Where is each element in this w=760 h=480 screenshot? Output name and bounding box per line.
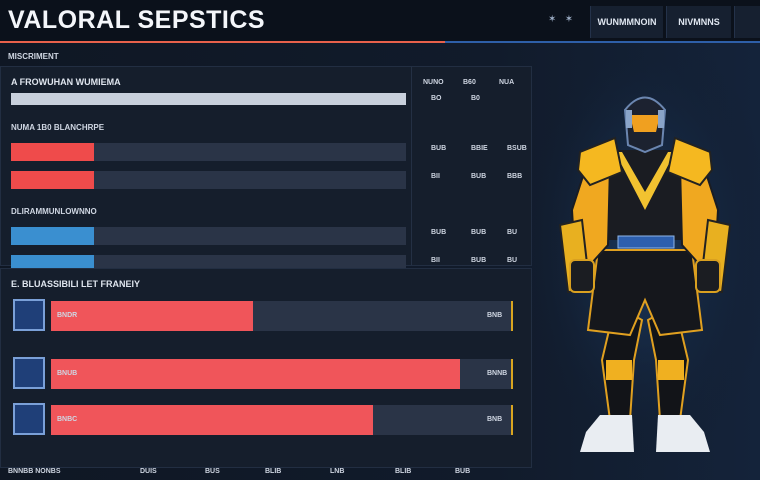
- footer-label: BUB: [455, 468, 471, 475]
- progress-bar: [51, 359, 461, 389]
- divider: [411, 67, 412, 265]
- progress-track: [51, 301, 513, 331]
- stat-value: BBIE: [471, 145, 488, 152]
- stat-value: BU: [507, 229, 518, 236]
- stat-value: BUB: [471, 173, 487, 180]
- accent-line: [0, 41, 445, 43]
- stat-value: BUB: [471, 229, 487, 236]
- stat-bar: [11, 143, 94, 161]
- column-header: NUNO: [423, 79, 444, 86]
- section-title: DLIRAMMUNLOWNNO: [11, 207, 97, 216]
- stat-value: BBB: [507, 173, 523, 180]
- progress-track: [51, 359, 513, 389]
- row-value: BNNB: [487, 370, 508, 377]
- stat-value: BSUB: [507, 145, 527, 152]
- section-title: NUMA 1B0 BLANCHRPE: [11, 123, 105, 132]
- stat-bar: [11, 171, 94, 189]
- top-panel: A FROWUHAN WUMIEMA NUNO B60 NUA BO B0 NUMA 1B0…: [0, 66, 532, 273]
- row-icon: [13, 299, 45, 331]
- row-value: BNB: [487, 312, 503, 319]
- stat-value: BUB: [431, 145, 447, 152]
- stat-value: BO: [431, 95, 442, 102]
- footer-label: BUS: [205, 468, 220, 475]
- footer-label: LNB: [330, 468, 345, 475]
- accent-line: [445, 41, 760, 43]
- column-header: B60: [463, 79, 476, 86]
- footer-label: BLIB: [395, 468, 412, 475]
- nav-tab[interactable]: WUNMMNOIN: [590, 6, 663, 38]
- character-figure: [530, 60, 760, 470]
- stat-bar: [11, 93, 406, 105]
- stat-value: BII: [431, 257, 440, 264]
- column-header: NUA: [499, 79, 515, 86]
- progress-bar: [51, 405, 373, 435]
- stat-value: BII: [431, 173, 440, 180]
- nav-tab[interactable]: NIVMNNS: [666, 6, 731, 38]
- panel-heading: E. BLUASSIBILI LET FRANEIY: [11, 279, 141, 289]
- stat-value: B0: [471, 95, 480, 102]
- footer-row: BNNBB NONBS DUIS BUS BLIB LNB BLIB BUB: [0, 466, 530, 480]
- row-icon: [13, 403, 45, 435]
- stat-value: BUB: [471, 257, 487, 264]
- progress-bar: [51, 301, 254, 331]
- stat-value: BU: [507, 257, 518, 264]
- nav-tab[interactable]: [734, 6, 760, 38]
- row-label: BNBC: [57, 416, 78, 423]
- bottom-panel: E. BLUASSIBILI LET FRANEIY BNDR BNB BNUB BNN…: [0, 268, 532, 468]
- stat-track: [11, 143, 406, 161]
- footer-label: BLIB: [265, 468, 282, 475]
- footer-label: BNNBB NONBS: [8, 468, 61, 475]
- row-label: BNUB: [57, 370, 78, 377]
- icon-star[interactable]: ✶ ✶: [548, 14, 574, 25]
- stat-track: [11, 227, 406, 245]
- footer-label: DUIS: [140, 468, 157, 475]
- stat-bar: [11, 227, 94, 245]
- row-value: BNB: [487, 416, 503, 423]
- progress-track: [51, 405, 513, 435]
- panel-heading: A FROWUHAN WUMIEMA: [11, 77, 121, 87]
- stat-value: BUB: [431, 229, 447, 236]
- stat-track: [11, 93, 406, 105]
- subtitle: MISCRIMENT: [8, 52, 59, 61]
- stat-track: [11, 171, 406, 189]
- screen-title: VALORAL SEPSTICS: [8, 6, 266, 34]
- row-label: BNDR: [57, 312, 78, 319]
- row-icon: [13, 357, 45, 389]
